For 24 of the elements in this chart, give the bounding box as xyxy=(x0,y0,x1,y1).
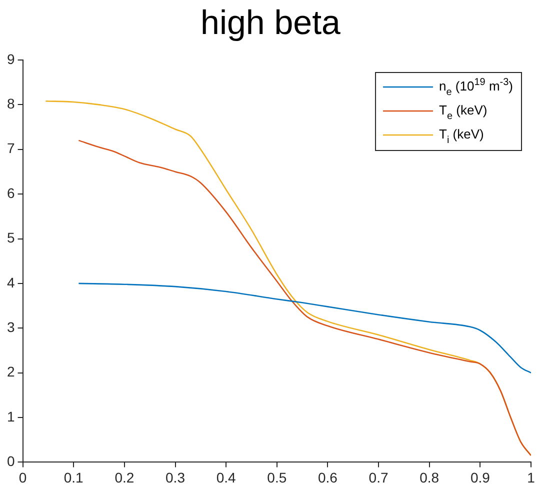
y-tick-label: 0 xyxy=(6,453,15,470)
y-tick-label: 1 xyxy=(6,408,15,424)
y-tick-label: 4 xyxy=(6,274,15,290)
x-tick-label: 0.2 xyxy=(114,469,134,486)
x-tick-label: 0 xyxy=(18,469,27,486)
y-tick-label: 7 xyxy=(6,140,15,156)
line-series xyxy=(78,282,531,374)
x-tick-label: 0.6 xyxy=(318,469,338,486)
y-tick-label: 6 xyxy=(6,184,15,201)
x-tick-label: 0.9 xyxy=(470,469,490,486)
y-tick-label: 8 xyxy=(6,96,15,112)
x-tick-label: 0.4 xyxy=(216,469,236,486)
line-series xyxy=(78,140,531,456)
x-tick-label: 0.5 xyxy=(267,469,287,486)
x-tick-label: 0.1 xyxy=(64,469,84,486)
chart-title: high beta xyxy=(200,4,340,43)
y-tick-label: 5 xyxy=(6,230,15,246)
y-tick-label: 2 xyxy=(6,364,15,380)
x-tick-label: 0.8 xyxy=(420,469,440,486)
y-tick-label: 9 xyxy=(6,50,15,67)
x-tick-label: 0.7 xyxy=(368,469,388,486)
x-tick-label: 1 xyxy=(527,469,536,486)
y-tick-label: 3 xyxy=(6,318,15,335)
x-tick-label: 0.3 xyxy=(166,469,186,486)
